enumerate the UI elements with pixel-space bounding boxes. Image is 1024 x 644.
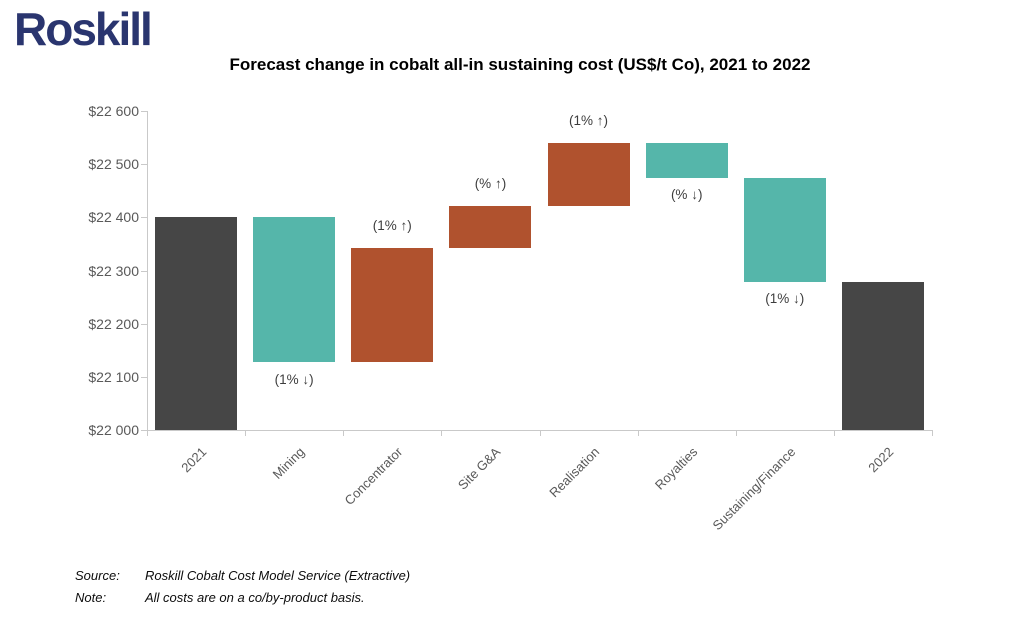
bar-2021	[155, 217, 238, 430]
y-tick-mark-22100	[141, 376, 147, 378]
x-axis-label-royalties: Royalties	[651, 444, 700, 493]
note-text: All costs are on a co/by-product basis.	[145, 590, 365, 605]
chart-title: Forecast change in cobalt all-in sustain…	[229, 55, 811, 74]
x-tick-mark-6	[735, 430, 737, 436]
y-axis-label-22000: $22 000	[88, 422, 139, 438]
y-tick-mark-22600	[141, 111, 147, 112]
bar-concentrator	[351, 248, 434, 363]
y-axis-label-22100: $22 100	[88, 368, 139, 385]
x-tick-mark-1	[245, 430, 247, 436]
bar-royalties	[645, 142, 728, 178]
source-label: Source:	[75, 568, 120, 583]
x-axis-label-2021: 2021	[178, 444, 210, 476]
y-axis-label-22400: $22 400	[88, 209, 139, 226]
annotation-royalties: (% ↓)	[670, 187, 703, 202]
x-axis-label-mining: Mining	[269, 444, 308, 482]
x-tick-mark-5	[637, 430, 639, 436]
bar-2022	[841, 282, 924, 430]
x-axis-label-sustaining-finance: Sustaining/Finance	[709, 444, 799, 533]
x-tick-mark-2	[343, 430, 345, 436]
y-axis-label-22300: $22 300	[88, 262, 139, 279]
annotation-concentrator: (1% ↑)	[372, 218, 412, 234]
source-text: Roskill Cobalt Cost Model Service (Extra…	[145, 568, 411, 583]
y-axis-label-22500: $22 500	[88, 156, 139, 173]
x-axis-label-realisation: Realisation	[545, 444, 602, 501]
x-tick-mark-3	[441, 430, 443, 436]
note-row: Note: All costs are on a co/by-product ba…	[75, 590, 365, 606]
x-tick-mark-0	[147, 430, 148, 436]
x-axis-label-site-g-a: Site G&A	[455, 444, 504, 493]
y-tick-mark-22500	[141, 164, 147, 166]
annotation-site-g-a: (% ↑)	[474, 175, 507, 191]
bar-mining	[253, 217, 336, 363]
annotation-mining: (1% ↓)	[274, 371, 314, 387]
annotation-realisation: (1% ↑)	[569, 112, 609, 128]
x-tick-mark-4	[539, 430, 541, 436]
x-axis-label-concentrator: Concentrator	[341, 444, 406, 508]
source-row: Source: Roskill Cobalt Cost Model Service…	[75, 568, 410, 584]
note-label: Note:	[75, 590, 107, 605]
bar-site-g-a	[449, 205, 532, 249]
x-tick-mark-7	[833, 430, 835, 436]
y-tick-mark-22000	[141, 430, 147, 431]
y-tick-mark-22300	[141, 270, 147, 272]
x-axis-label-2022: 2022	[865, 444, 897, 476]
y-tick-mark-22200	[141, 323, 147, 325]
y-axis-label-22200: $22 200	[88, 315, 139, 332]
y-axis-label-22600: $22 600	[88, 103, 139, 119]
annotation-sustaining-finance: (1% ↓)	[765, 291, 805, 307]
roskill-logo: Roskill	[14, 3, 153, 55]
bar-realisation	[547, 142, 630, 206]
y-axis-line	[147, 111, 148, 430]
bar-sustaining-finance	[743, 178, 826, 283]
y-tick-mark-22400	[141, 217, 147, 219]
x-tick-mark-8	[932, 430, 933, 436]
